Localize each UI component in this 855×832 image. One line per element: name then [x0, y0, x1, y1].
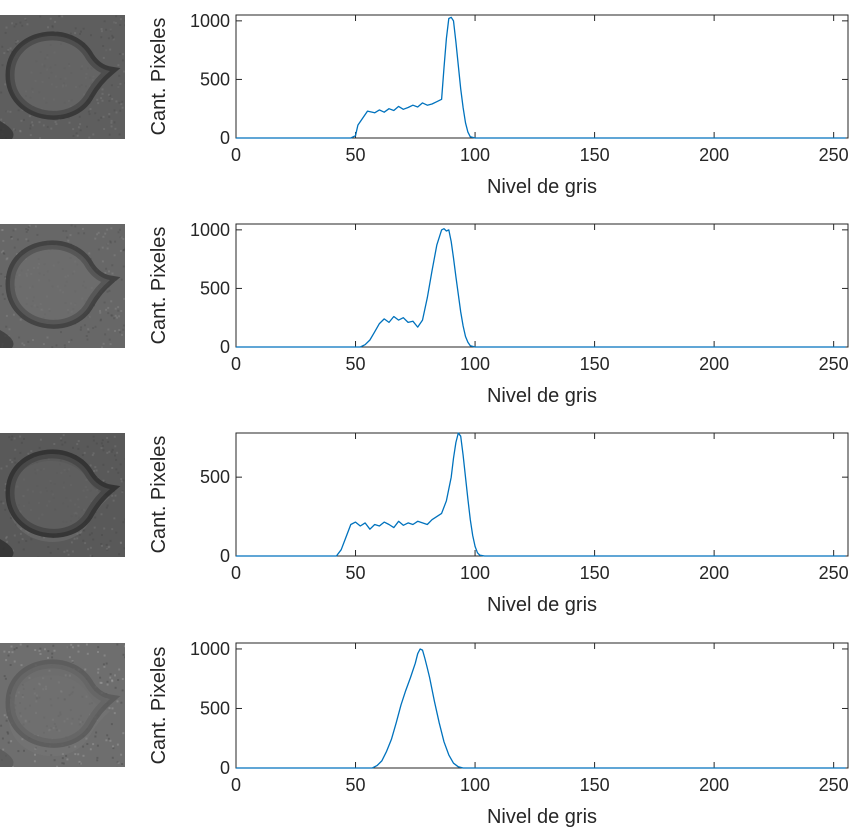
y-tick-label: 0: [220, 758, 230, 778]
x-tick-label: 200: [699, 145, 729, 165]
histogram-panel-2: 0 50 100 150 200 250 0 500 1000 Nivel de gris Cant…: [0, 220, 849, 407]
drop-interior: [10, 244, 110, 325]
x-tick-label: 50: [346, 775, 366, 795]
x-tick-label: 0: [231, 354, 241, 374]
y-tick-label: 1000: [190, 11, 230, 31]
x-tick-label: 200: [699, 354, 729, 374]
plot-area: [235, 642, 849, 769]
plot-area: [235, 223, 849, 348]
x-tick-label: 250: [819, 563, 849, 583]
y-tick-label: 1000: [190, 220, 230, 240]
y-tick-label: 500: [200, 278, 230, 298]
y-tick-label: 500: [200, 698, 230, 718]
x-tick-label: 150: [580, 563, 610, 583]
x-tick-label: 200: [699, 563, 729, 583]
x-axis-label: Nivel de gris: [487, 385, 597, 407]
x-tick-label: 100: [460, 775, 490, 795]
y-axis-label: Cant. Pixeles: [148, 18, 170, 136]
histogram-series-line: [236, 16, 846, 139]
x-tick-label: 50: [346, 354, 366, 374]
x-tick-label: 0: [231, 563, 241, 583]
histogram-panel-4: 0 50 100 150 200 250 0 500 1000 Nivel de gris Cant…: [0, 639, 849, 828]
histogram-panel-3: 0 50 100 150 200 250 0 500 Nivel de gris Cant. Pi…: [0, 432, 849, 616]
corner-shadow: [0, 330, 14, 348]
x-tick-label: 50: [346, 563, 366, 583]
y-axis-label: Cant. Pixeles: [148, 647, 170, 765]
x-axis-label: Nivel de gris: [487, 806, 597, 828]
x-tick-label: 250: [819, 145, 849, 165]
x-axis-label: Nivel de gris: [487, 594, 597, 616]
x-tick-label: 50: [346, 145, 366, 165]
y-tick-label: 1000: [190, 639, 230, 659]
histogram-series-line: [236, 432, 846, 557]
sample-thumbnail: [0, 433, 125, 557]
plot-area: [235, 432, 849, 557]
histogram-panel-1: 0 50 100 150 200 250 0 500 1000 Nivel de gris Cant…: [0, 11, 849, 198]
y-tick-label: 0: [220, 546, 230, 566]
x-tick-label: 150: [580, 775, 610, 795]
drop-interior: [10, 453, 110, 534]
y-axis-label: Cant. Pixeles: [148, 436, 170, 554]
sample-thumbnail: [0, 15, 125, 139]
histogram-series-line: [236, 648, 846, 769]
x-tick-label: 250: [819, 354, 849, 374]
x-tick-label: 0: [231, 775, 241, 795]
x-tick-label: 150: [580, 145, 610, 165]
y-tick-label: 500: [200, 467, 230, 487]
corner-shadow: [0, 539, 14, 557]
sample-thumbnail: [0, 224, 125, 348]
x-axis-label: Nivel de gris: [487, 176, 597, 198]
y-tick-label: 500: [200, 69, 230, 89]
x-tick-label: 200: [699, 775, 729, 795]
x-tick-label: 250: [819, 775, 849, 795]
x-tick-label: 100: [460, 563, 490, 583]
corner-shadow: [0, 749, 14, 767]
drop-interior: [10, 35, 110, 116]
x-tick-label: 150: [580, 354, 610, 374]
x-tick-label: 100: [460, 354, 490, 374]
corner-shadow: [0, 121, 14, 139]
y-axis-label: Cant. Pixeles: [148, 227, 170, 345]
plot-area: [235, 14, 849, 139]
x-tick-label: 100: [460, 145, 490, 165]
x-tick-label: 0: [231, 145, 241, 165]
y-tick-label: 0: [220, 337, 230, 357]
y-tick-label: 0: [220, 128, 230, 148]
histogram-series-line: [236, 228, 846, 348]
sample-thumbnail: [0, 643, 125, 767]
drop-interior: [10, 663, 110, 744]
